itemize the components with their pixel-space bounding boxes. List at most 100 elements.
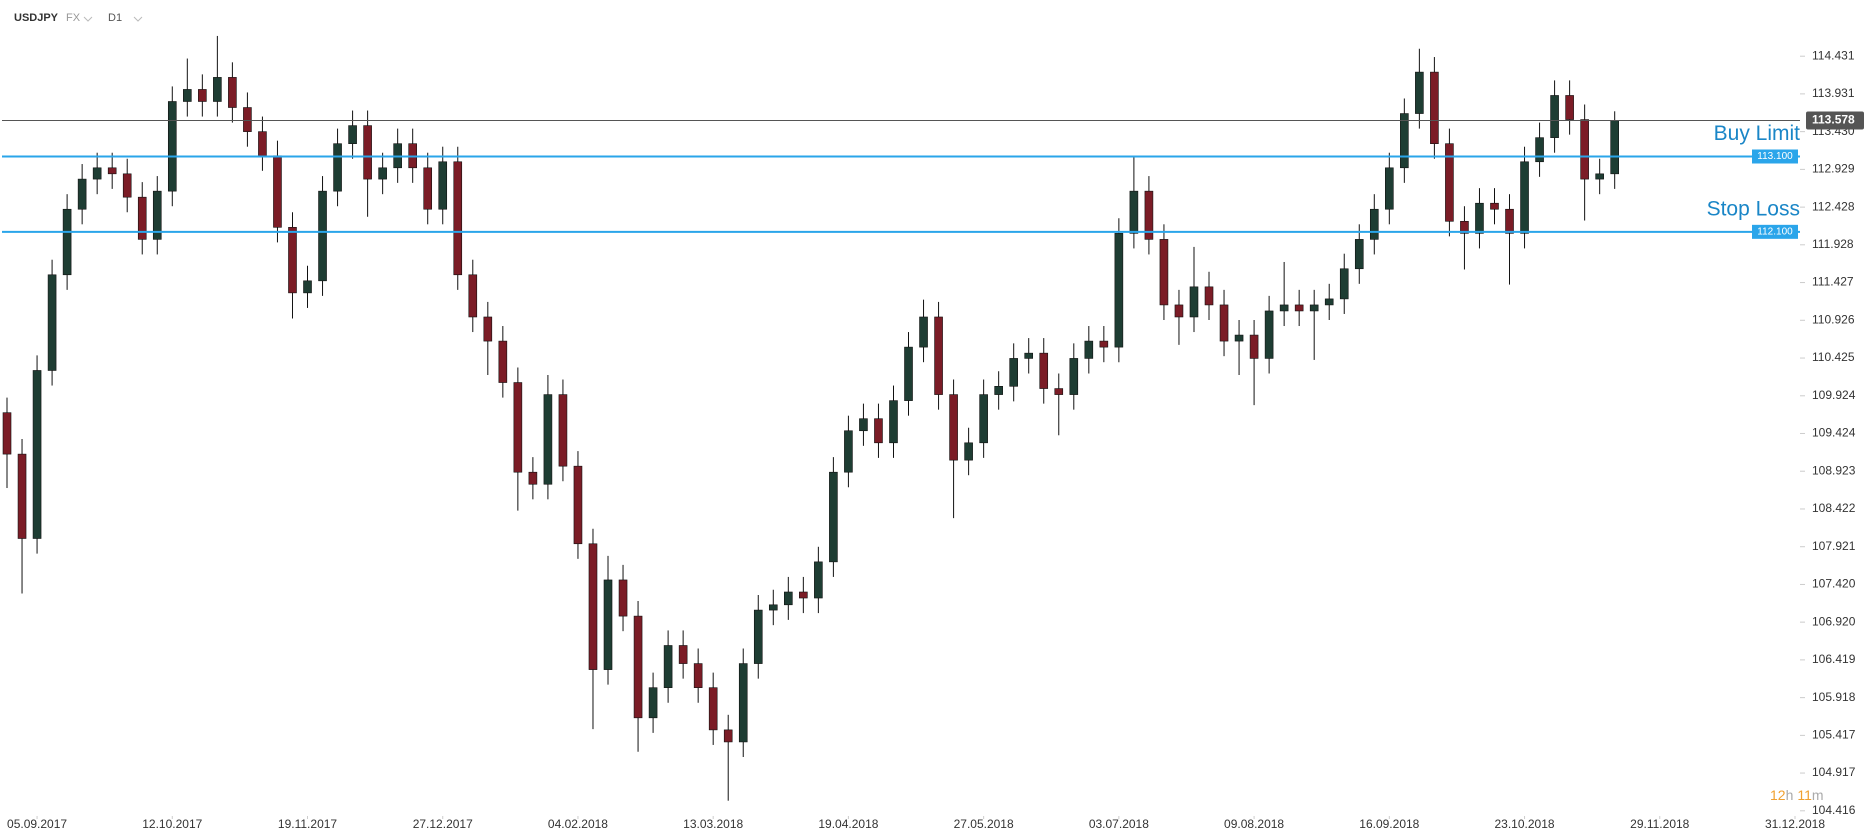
y-tick-label: 109.924 <box>1812 388 1856 402</box>
y-tick-label: 112.428 <box>1812 199 1855 213</box>
candle-body <box>919 316 928 348</box>
candle-body <box>1580 119 1589 180</box>
candle-body <box>213 77 222 102</box>
y-tick-label: 107.921 <box>1812 539 1856 553</box>
candle-body <box>1144 190 1154 240</box>
candle-body <box>2 412 12 455</box>
interval[interactable]: D1 <box>108 12 122 24</box>
countdown-part: h <box>1786 787 1794 803</box>
candle-body <box>829 471 838 563</box>
y-tick-label: 110.926 <box>1812 312 1855 326</box>
candle-body <box>318 190 327 282</box>
y-tick-label: 109.424 <box>1812 426 1856 440</box>
market[interactable]: FX <box>66 12 81 24</box>
y-tick-label: 107.420 <box>1812 577 1856 591</box>
candle-body <box>243 107 252 132</box>
candle-body <box>693 663 703 688</box>
x-tick-label: 19.11.2017 <box>278 817 337 831</box>
candle-body <box>62 208 72 276</box>
candle-body <box>708 687 718 731</box>
countdown-part: m <box>1812 787 1824 803</box>
candle-body <box>1099 340 1109 348</box>
candle-body <box>183 89 192 102</box>
candle-body <box>77 178 87 210</box>
candle-body <box>423 167 433 210</box>
candle-body <box>588 543 598 670</box>
candle-body <box>814 561 823 599</box>
x-tick-label: 13.03.2018 <box>683 817 743 831</box>
candle-body <box>348 125 357 144</box>
x-tick-label: 03.07.2018 <box>1089 817 1149 831</box>
candle-body <box>137 196 147 240</box>
candle-body <box>753 609 763 664</box>
candle-body <box>498 340 508 383</box>
candle-body <box>573 465 583 545</box>
countdown-part: 11 <box>1797 787 1812 803</box>
candle-body <box>1294 304 1304 312</box>
y-tick-label: 104.416 <box>1812 803 1856 817</box>
candle-body <box>738 663 748 743</box>
candle-body <box>768 604 778 611</box>
current-price-label: 113.578 <box>1812 113 1855 127</box>
candle-body <box>47 274 57 371</box>
x-tick-label: 19.04.2018 <box>818 817 878 831</box>
candle-body <box>1279 304 1289 312</box>
candle-body <box>889 400 898 444</box>
candle-body <box>363 125 372 180</box>
candle-body <box>378 167 387 180</box>
candle-body <box>618 579 628 617</box>
symbol[interactable]: USDJPY <box>14 12 59 24</box>
candle-body <box>1475 202 1484 234</box>
candle-body <box>1189 286 1199 318</box>
x-tick-label: 09.08.2018 <box>1224 817 1284 831</box>
candle-body <box>1354 239 1364 270</box>
candle-body <box>1174 304 1184 318</box>
y-tick-label: 106.920 <box>1812 614 1856 628</box>
candle-body <box>844 430 853 473</box>
order-level-value: 112.100 <box>1757 226 1793 237</box>
y-tick-label: 111.427 <box>1812 275 1854 289</box>
x-tick-label: 16.09.2018 <box>1359 817 1419 831</box>
candle-body <box>874 418 883 444</box>
candle-body <box>949 394 958 461</box>
candle-body <box>453 161 463 276</box>
y-tick-label: 108.422 <box>1812 501 1856 515</box>
candle-body <box>152 190 162 240</box>
candle-body <box>288 227 297 294</box>
x-tick-label: 31.12.2018 <box>1765 817 1825 831</box>
candle-body <box>1490 202 1499 210</box>
candle-body <box>1039 352 1049 389</box>
candle-body <box>994 386 1003 395</box>
x-tick-label: 12.10.2017 <box>142 817 202 831</box>
y-tick-label: 114.431 <box>1812 48 1855 62</box>
candle-body <box>17 453 27 539</box>
candle-body <box>1114 233 1124 348</box>
candle-body <box>438 161 448 210</box>
candle-body <box>1204 286 1214 306</box>
candle-body <box>1054 388 1064 395</box>
candle-body <box>167 101 177 192</box>
candle-body <box>1550 95 1559 138</box>
dropdown-icon[interactable] <box>133 16 143 22</box>
candle-body <box>528 471 538 485</box>
candle-body <box>1535 137 1544 163</box>
candle-body <box>678 645 688 664</box>
order-level-name: Stop Loss <box>1707 197 1800 220</box>
candle-body <box>784 591 793 606</box>
candle-body <box>468 274 478 318</box>
y-tick-label: 105.918 <box>1812 690 1856 704</box>
candle-body <box>558 394 568 467</box>
candle-body <box>934 316 943 395</box>
dropdown-icon[interactable] <box>83 16 93 22</box>
candle-body <box>904 346 913 401</box>
candle-body <box>1249 334 1259 359</box>
candle-body <box>273 155 282 228</box>
x-tick-label: 29.11.2018 <box>1630 817 1689 831</box>
candle-body <box>799 591 808 599</box>
candle-body <box>1069 358 1079 395</box>
candle-body <box>1129 190 1139 234</box>
candle-body <box>1520 161 1529 234</box>
x-tick-label: 23.10.2018 <box>1495 817 1555 831</box>
candle-body <box>663 645 673 688</box>
candle-body <box>543 394 553 485</box>
